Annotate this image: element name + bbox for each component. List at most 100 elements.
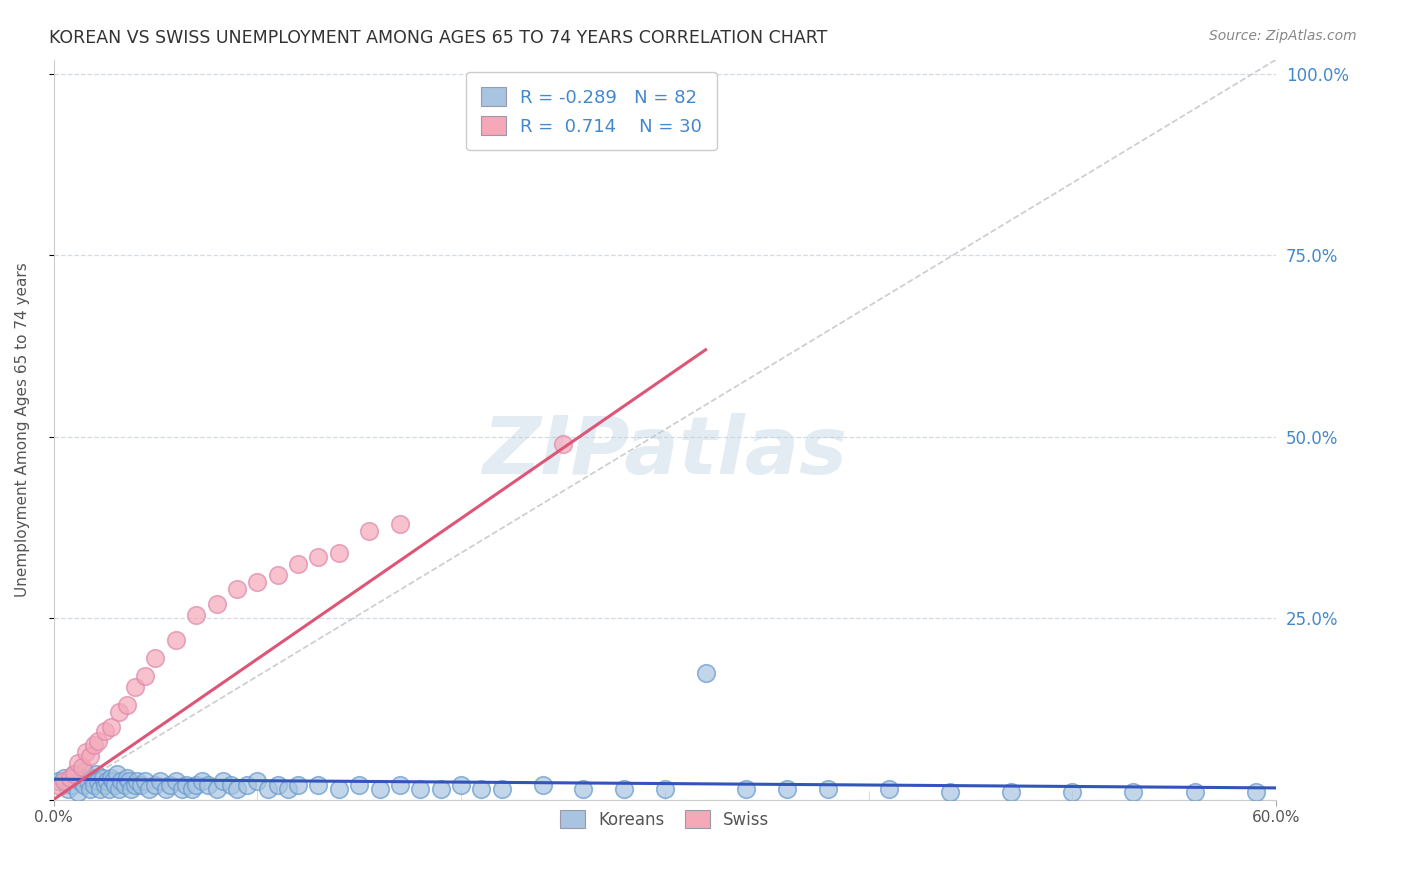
Legend: Koreans, Swiss: Koreans, Swiss	[554, 804, 776, 836]
Point	[359, 524, 381, 538]
Point	[56, 781, 79, 796]
Text: ZIPatlas: ZIPatlas	[482, 413, 848, 491]
Point	[1184, 785, 1206, 799]
Point	[211, 774, 233, 789]
Point	[59, 771, 82, 785]
Point	[186, 607, 208, 622]
Point	[145, 778, 167, 792]
Point	[277, 781, 299, 796]
Point	[96, 774, 118, 789]
Point	[148, 774, 170, 789]
Point	[91, 771, 114, 785]
Point	[1244, 785, 1267, 799]
Point	[108, 706, 131, 720]
Point	[531, 778, 554, 792]
Point	[69, 774, 91, 789]
Point	[409, 781, 432, 796]
Point	[181, 781, 204, 796]
Point	[1062, 785, 1084, 799]
Point	[104, 778, 127, 792]
Point	[52, 771, 75, 785]
Point	[46, 774, 69, 789]
Point	[226, 781, 249, 796]
Point	[219, 778, 242, 792]
Point	[87, 774, 110, 789]
Point	[613, 781, 636, 796]
Point	[551, 437, 574, 451]
Point	[695, 81, 717, 95]
Point	[186, 778, 208, 792]
Point	[226, 582, 249, 596]
Point	[63, 767, 86, 781]
Point	[197, 778, 219, 792]
Point	[101, 774, 124, 789]
Point	[287, 778, 309, 792]
Point	[368, 781, 391, 796]
Point	[75, 745, 97, 759]
Point	[110, 774, 132, 789]
Point	[60, 778, 83, 792]
Point	[124, 778, 146, 792]
Point	[328, 546, 350, 560]
Y-axis label: Unemployment Among Ages 65 to 74 years: Unemployment Among Ages 65 to 74 years	[15, 262, 30, 597]
Point	[63, 767, 86, 781]
Point	[328, 781, 350, 796]
Point	[93, 723, 115, 738]
Point	[52, 774, 75, 789]
Point	[115, 771, 138, 785]
Point	[1122, 785, 1144, 799]
Point	[388, 516, 411, 531]
Point	[939, 785, 962, 799]
Point	[155, 781, 177, 796]
Point	[776, 781, 799, 796]
Point	[127, 774, 149, 789]
Point	[48, 780, 70, 794]
Point	[105, 767, 128, 781]
Point	[115, 698, 138, 713]
Point	[89, 781, 111, 796]
Point	[817, 781, 839, 796]
Point	[695, 665, 717, 680]
Point	[120, 781, 142, 796]
Point	[654, 781, 676, 796]
Point	[83, 738, 105, 752]
Text: Source: ZipAtlas.com: Source: ZipAtlas.com	[1209, 29, 1357, 43]
Point	[735, 781, 758, 796]
Point	[450, 778, 472, 792]
Point	[165, 774, 187, 789]
Point	[267, 778, 290, 792]
Point	[87, 734, 110, 748]
Point	[97, 781, 120, 796]
Point	[100, 720, 122, 734]
Point	[287, 557, 309, 571]
Point	[124, 680, 146, 694]
Point	[246, 774, 269, 789]
Point	[267, 567, 290, 582]
Point	[205, 781, 228, 796]
Point	[165, 632, 187, 647]
Point	[86, 767, 108, 781]
Point	[77, 774, 100, 789]
Point	[191, 774, 214, 789]
Point	[134, 774, 156, 789]
Point	[70, 771, 93, 785]
Point	[236, 778, 259, 792]
Point	[429, 781, 451, 796]
Point	[308, 549, 330, 564]
Point	[100, 771, 122, 785]
Point	[67, 785, 90, 799]
Point	[174, 778, 197, 792]
Point	[877, 781, 900, 796]
Point	[83, 778, 105, 792]
Point	[73, 778, 96, 792]
Text: KOREAN VS SWISS UNEMPLOYMENT AMONG AGES 65 TO 74 YEARS CORRELATION CHART: KOREAN VS SWISS UNEMPLOYMENT AMONG AGES …	[49, 29, 828, 46]
Point	[347, 778, 370, 792]
Point	[134, 669, 156, 683]
Point	[572, 781, 595, 796]
Point	[388, 778, 411, 792]
Point	[138, 781, 160, 796]
Point	[129, 778, 152, 792]
Point	[114, 778, 136, 792]
Point	[205, 597, 228, 611]
Point	[108, 781, 131, 796]
